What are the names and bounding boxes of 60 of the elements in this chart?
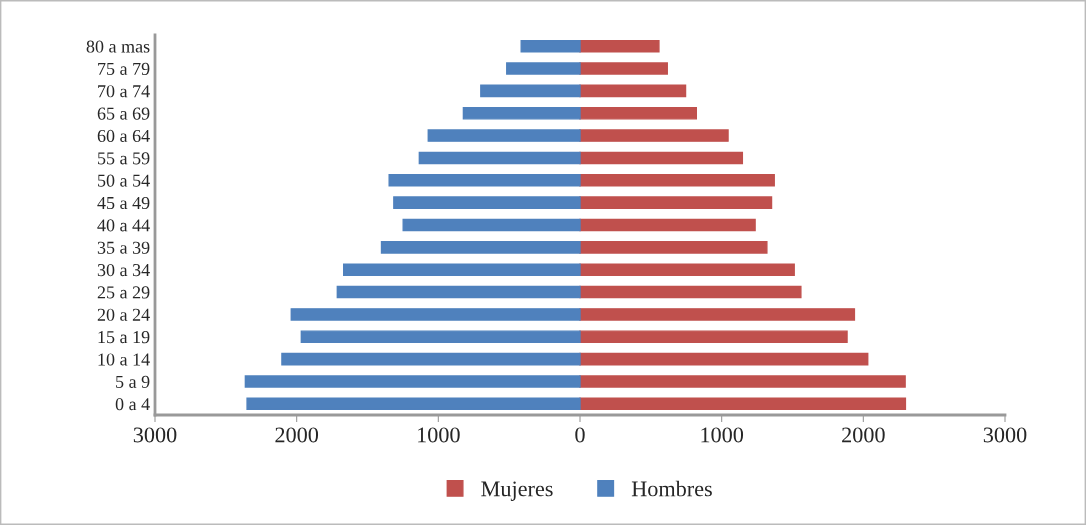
bar — [300, 330, 581, 344]
bar — [380, 241, 581, 254]
bar — [579, 375, 906, 388]
bar — [402, 218, 581, 232]
legend-label: Mujeres — [481, 481, 553, 501]
bar — [579, 174, 775, 187]
bar — [343, 263, 581, 276]
bar — [506, 62, 581, 75]
x-tick-label: 1000 — [701, 427, 744, 443]
bar — [427, 129, 581, 142]
bar — [246, 397, 581, 411]
y-tick-label: 70 a 74 — [98, 85, 150, 98]
y-tick-label: 45 a 49 — [97, 196, 150, 210]
bar — [388, 174, 581, 187]
y-tick-label: 20 a 24 — [97, 308, 150, 321]
x-tick-label: 3000 — [133, 427, 177, 443]
bar — [579, 330, 848, 344]
bar — [579, 352, 869, 366]
y-tick-label: 5 a 9 — [116, 375, 150, 388]
bar — [579, 151, 744, 165]
bar — [393, 196, 581, 209]
bar — [579, 263, 795, 276]
bar — [244, 375, 581, 388]
bar — [579, 285, 802, 299]
y-tick-label: 55 a 59 — [98, 152, 150, 165]
y-tick-label: 80 a mas — [86, 40, 150, 53]
bar — [579, 308, 856, 321]
x-tick-label: 3000 — [983, 427, 1027, 443]
bar — [579, 39, 660, 53]
bar — [290, 308, 581, 321]
bar — [520, 39, 581, 53]
y-tick-label: 65 a 69 — [97, 107, 150, 120]
y-tick-label: 10 a 14 — [98, 353, 150, 366]
y-tick-label: 30 a 34 — [97, 263, 150, 277]
y-tick-label: 25 a 29 — [97, 286, 150, 299]
bar — [579, 196, 773, 209]
y-tick-label: 15 a 19 — [98, 331, 150, 344]
y-tick-label: 35 a 39 — [97, 241, 150, 254]
y-tick-label: 75 a 79 — [98, 62, 150, 75]
bar — [579, 106, 698, 120]
y-tick-label: 60 a 64 — [97, 129, 150, 143]
x-tick-label: 1000 — [418, 427, 460, 443]
x-tick-label: 2000 — [275, 427, 319, 443]
bar — [579, 241, 768, 254]
bar — [579, 84, 687, 98]
legend-label: Hombres — [631, 480, 712, 497]
bar — [579, 218, 756, 232]
bar — [462, 106, 581, 120]
y-tick-label: 0 a 4 — [115, 398, 150, 411]
y-tick-label: 40 a 44 — [97, 219, 150, 232]
bar — [418, 151, 581, 165]
bar — [336, 285, 581, 299]
bar — [281, 352, 581, 366]
x-tick-label: 0 — [575, 427, 585, 443]
bar — [579, 129, 729, 142]
y-tick-label: 50 a 54 — [98, 174, 150, 187]
bar — [579, 397, 907, 411]
x-tick-label: 2000 — [842, 427, 885, 443]
bar — [579, 62, 668, 75]
bar — [480, 84, 581, 98]
